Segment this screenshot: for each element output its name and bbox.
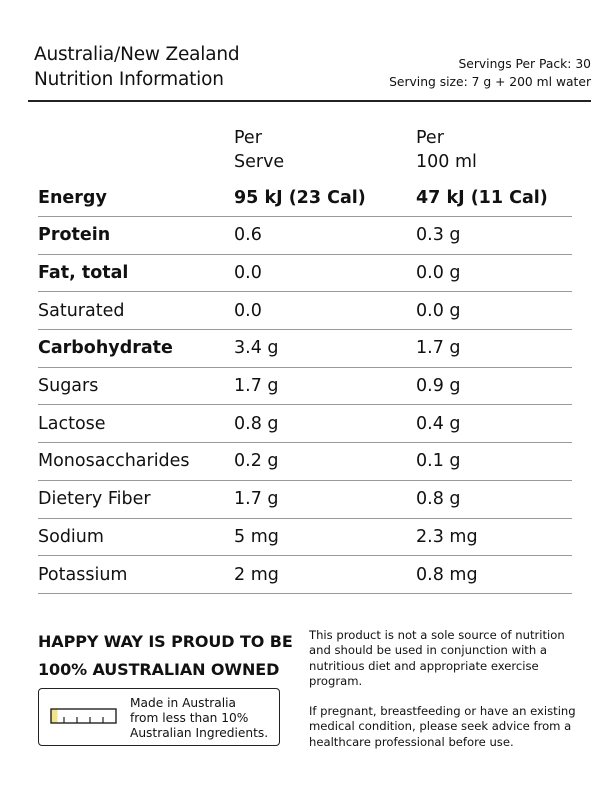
table-row-carbohydrate: Carbohydrate 3.4 g 1.7 g (38, 330, 572, 368)
per-100ml-value: 1.7 g (416, 338, 461, 359)
table-row-energy: Energy 95 kJ (23 Cal) 47 kJ (11 Cal) (38, 180, 572, 217)
per-serve-header: Per Serve (234, 126, 416, 180)
country-of-origin-badge: Made in Australia from less than 10% Aus… (38, 688, 280, 746)
per-serve-value: 0.6 (234, 225, 262, 246)
per-100ml-value: 0.8 g (416, 489, 461, 510)
nutrient-name: Lactose (38, 413, 106, 434)
nutrient-name: Sugars (38, 376, 99, 397)
per-100ml-header-line-2: 100 ml (416, 152, 477, 172)
title-line-2: Nutrition Information (34, 69, 224, 90)
medical-advice-note: If pregnant, breastfeeding or have an ex… (309, 704, 576, 749)
servings-per-pack: Servings Per Pack: 30 (458, 57, 591, 71)
serving-size: Serving size: 7 g + 200 ml water (389, 75, 591, 89)
per-serve-value: 3.4 g (234, 338, 279, 359)
per-100ml-header-line-1: Per (416, 128, 444, 148)
header-divider (28, 100, 591, 102)
nutrient-name: Protein (38, 225, 111, 246)
origin-line-2: from less than 10% (130, 711, 249, 725)
per-100ml-value: 0.1 g (416, 451, 461, 472)
per-serve-header-line-1: Per (234, 128, 262, 148)
serving-info: Servings Per Pack: 30 Serving size: 7 g … (389, 55, 591, 91)
nutrient-name: Sodium (38, 526, 104, 547)
table-row-dietery-fiber: Dietery Fiber 1.7 g 0.8 g (38, 481, 572, 519)
table-row-sodium: Sodium 5 mg 2.3 mg (38, 519, 572, 557)
per-serve-value: 0.0 (234, 263, 262, 284)
per-serve-value: 5 mg (234, 526, 279, 547)
nutrition-table: Per Serve Per 100 ml Energy 95 kJ (23 Ca… (38, 126, 572, 594)
australian-content-gauge-icon (50, 708, 117, 724)
proud-line-1: HAPPY WAY IS PROUD TO BE (38, 632, 293, 651)
per-100ml-value: 0.0 g (416, 300, 461, 321)
per-serve-value: 0.8 g (234, 413, 279, 434)
per-100ml-value: 0.0 g (416, 263, 461, 284)
table-row-potassium: Potassium 2 mg 0.8 mg (38, 556, 572, 594)
table-row-fat-total: Fat, total 0.0 0.0 g (38, 255, 572, 293)
nutrient-name: Fat, total (38, 263, 129, 284)
label-header: Australia/New Zealand Nutrition Informat… (34, 42, 591, 92)
nutrient-name: Saturated (38, 300, 125, 321)
label-title: Australia/New Zealand Nutrition Informat… (34, 42, 591, 92)
origin-statement: Made in Australia from less than 10% Aus… (130, 696, 280, 741)
per-100ml-value: 47 kJ (11 Cal) (416, 188, 548, 208)
table-row-saturated: Saturated 0.0 0.0 g (38, 292, 572, 331)
nutrient-name: Energy (38, 188, 107, 208)
nutrient-name: Monosaccharides (38, 451, 190, 472)
australian-owned-statement: HAPPY WAY IS PROUD TO BE 100% AUSTRALIAN… (38, 628, 296, 684)
per-serve-value: 0.2 g (234, 451, 279, 472)
origin-line-1: Made in Australia (130, 696, 236, 710)
per-100ml-value: 0.9 g (416, 376, 461, 397)
origin-line-3: Australian Ingredients. (130, 726, 269, 740)
per-100ml-header: Per 100 ml (416, 126, 572, 180)
per-100ml-value: 0.3 g (416, 225, 461, 246)
title-line-1: Australia/New Zealand (34, 44, 240, 65)
per-100ml-value: 0.4 g (416, 413, 461, 434)
proud-line-2: 100% AUSTRALIAN OWNED (38, 660, 280, 679)
table-row-lactose: Lactose 0.8 g 0.4 g (38, 405, 572, 444)
table-row-monosaccharides: Monosaccharides 0.2 g 0.1 g (38, 443, 572, 481)
per-100ml-value: 0.8 mg (416, 564, 478, 585)
per-serve-value: 2 mg (234, 564, 279, 585)
table-row-sugars: Sugars 1.7 g 0.9 g (38, 368, 572, 406)
per-serve-value: 0.0 (234, 300, 262, 321)
per-serve-header-line-2: Serve (234, 152, 285, 172)
nutrient-name: Potassium (38, 564, 128, 585)
table-column-headers: Per Serve Per 100 ml (38, 126, 572, 180)
nutrient-column-header (38, 126, 234, 180)
per-serve-value: 1.7 g (234, 376, 279, 397)
nutrition-disclaimer: This product is not a sole source of nut… (309, 628, 565, 688)
nutrient-name: Carbohydrate (38, 338, 173, 359)
nutrient-name: Dietery Fiber (38, 489, 151, 510)
per-serve-value: 95 kJ (23 Cal) (234, 188, 366, 208)
table-row-protein: Protein 0.6 0.3 g (38, 217, 572, 255)
per-serve-value: 1.7 g (234, 489, 279, 510)
per-100ml-value: 2.3 mg (416, 526, 478, 547)
